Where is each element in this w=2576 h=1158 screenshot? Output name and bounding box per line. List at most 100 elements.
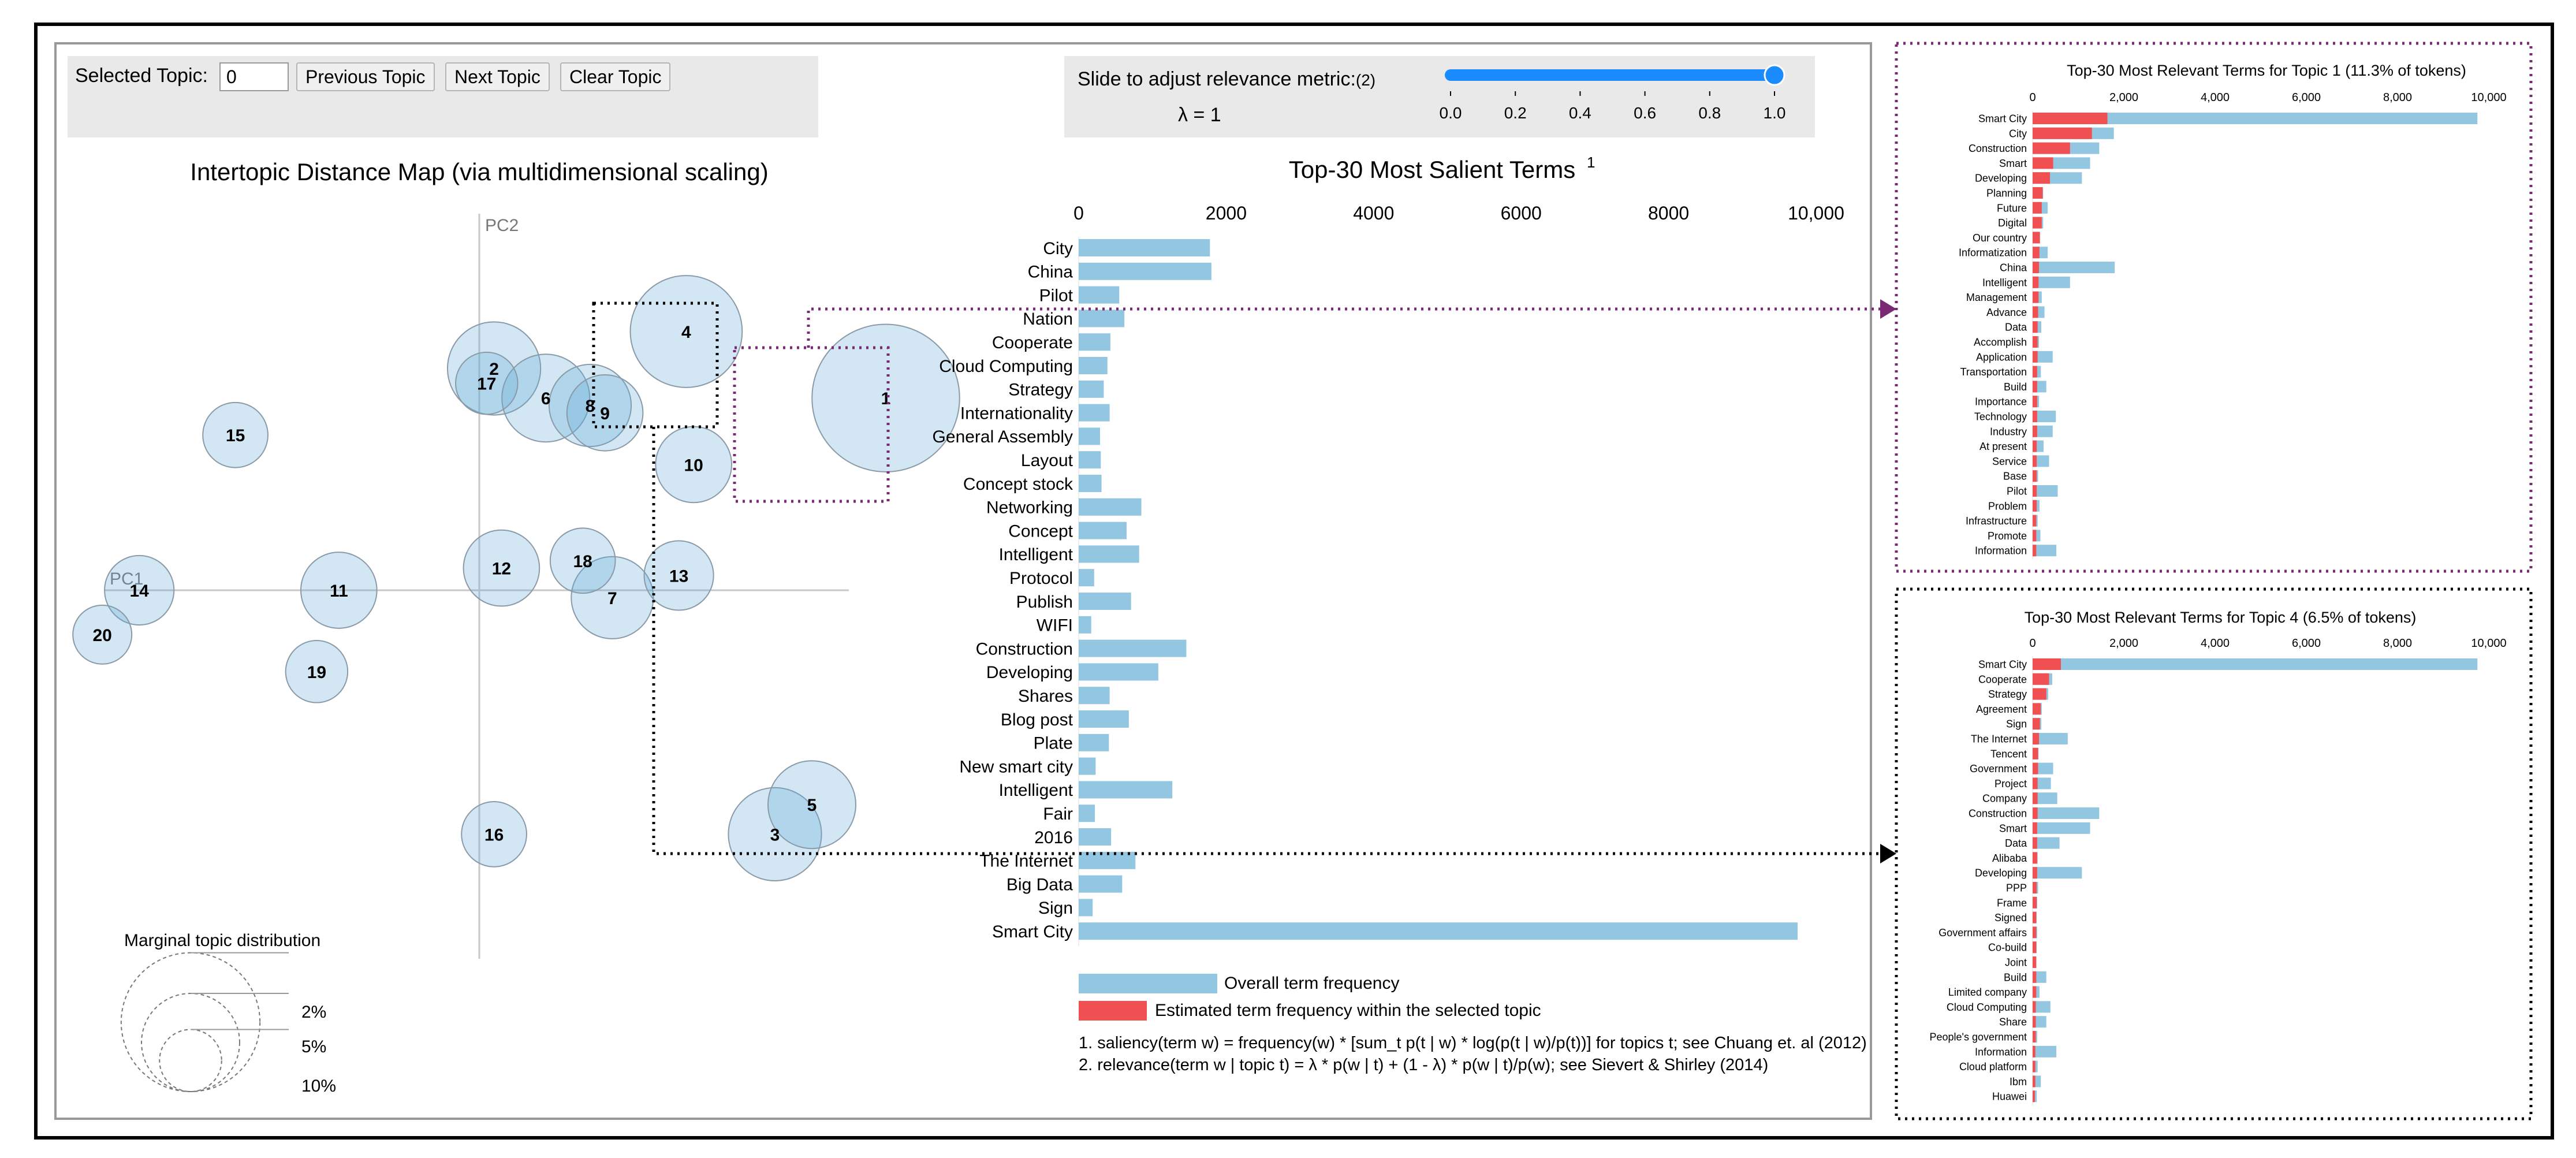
salient-overall-bar[interactable] xyxy=(1079,310,1125,327)
topic-circle-14[interactable] xyxy=(104,554,175,626)
topic4-topic-bar[interactable] xyxy=(2033,792,2038,805)
topic4-topic-bar[interactable] xyxy=(2033,837,2037,849)
topic1-topic-bar[interactable] xyxy=(2033,530,2037,542)
salient-overall-bar[interactable] xyxy=(1079,663,1158,681)
topic4-topic-bar[interactable] xyxy=(2033,911,2037,924)
topic4-topic-bar[interactable] xyxy=(2033,926,2037,939)
topic4-overall-bar[interactable] xyxy=(2033,822,2090,834)
topic4-topic-bar[interactable] xyxy=(2033,1031,2036,1042)
topic1-topic-bar[interactable] xyxy=(2033,381,2037,393)
salient-overall-bar[interactable] xyxy=(1079,593,1131,610)
topic1-topic-bar[interactable] xyxy=(2033,500,2037,512)
topic4-topic-bar[interactable] xyxy=(2033,822,2037,834)
topic1-topic-bar[interactable] xyxy=(2033,262,2040,273)
topic4-topic-bar[interactable] xyxy=(2033,941,2037,954)
topic4-topic-bar[interactable] xyxy=(2033,1016,2036,1028)
topic1-overall-bar[interactable] xyxy=(2033,425,2053,437)
salient-overall-bar[interactable] xyxy=(1079,333,1110,351)
topic-circle-5[interactable] xyxy=(767,760,856,850)
previous-topic-button[interactable]: Previous Topic xyxy=(296,62,435,91)
salient-overall-bar[interactable] xyxy=(1079,569,1094,587)
topic-circle-20[interactable] xyxy=(72,604,133,665)
topic4-topic-bar[interactable] xyxy=(2033,1001,2036,1013)
topic4-overall-bar[interactable] xyxy=(2033,792,2057,805)
salient-overall-bar[interactable] xyxy=(1079,239,1210,256)
topic-circle-1[interactable] xyxy=(811,323,960,472)
salient-overall-bar[interactable] xyxy=(1079,805,1095,822)
next-topic-button[interactable]: Next Topic xyxy=(445,62,550,91)
topic4-topic-bar[interactable] xyxy=(2033,896,2037,908)
salient-overall-bar[interactable] xyxy=(1079,733,1109,751)
topic4-overall-bar[interactable] xyxy=(2033,658,2478,670)
topic-circle-12[interactable] xyxy=(463,529,540,607)
salient-overall-bar[interactable] xyxy=(1079,828,1112,846)
topic1-topic-bar[interactable] xyxy=(2033,545,2037,557)
topic-circle-18[interactable] xyxy=(549,527,616,594)
topic1-overall-bar[interactable] xyxy=(2033,411,2056,422)
topic4-topic-bar[interactable] xyxy=(2033,658,2061,670)
salient-overall-bar[interactable] xyxy=(1079,710,1129,728)
topic1-topic-bar[interactable] xyxy=(2033,142,2070,154)
topic4-topic-bar[interactable] xyxy=(2033,703,2041,715)
topic1-topic-bar[interactable] xyxy=(2033,172,2051,184)
salient-overall-bar[interactable] xyxy=(1079,451,1101,469)
topic1-overall-bar[interactable] xyxy=(2033,276,2070,288)
topic1-topic-bar[interactable] xyxy=(2033,232,2040,244)
topic4-topic-bar[interactable] xyxy=(2033,1060,2036,1073)
topic4-topic-bar[interactable] xyxy=(2033,747,2038,759)
topic4-topic-bar[interactable] xyxy=(2033,1090,2035,1103)
topic1-topic-bar[interactable] xyxy=(2033,515,2037,527)
topic4-topic-bar[interactable] xyxy=(2033,807,2038,819)
topic4-topic-bar[interactable] xyxy=(2033,673,2049,685)
salient-overall-bar[interactable] xyxy=(1079,357,1108,374)
topic1-topic-bar[interactable] xyxy=(2033,247,2040,259)
topic4-topic-bar[interactable] xyxy=(2033,956,2037,968)
topic-circle-19[interactable] xyxy=(285,640,349,703)
salient-overall-bar[interactable] xyxy=(1079,687,1110,705)
topic-circle-16[interactable] xyxy=(461,801,527,867)
salient-overall-bar[interactable] xyxy=(1079,639,1187,657)
topic4-topic-bar[interactable] xyxy=(2033,762,2038,775)
topic-circle-9[interactable] xyxy=(566,374,644,452)
topic4-topic-bar[interactable] xyxy=(2033,777,2038,790)
salient-overall-bar[interactable] xyxy=(1079,875,1123,893)
topic-circle-13[interactable] xyxy=(643,540,714,611)
topic1-topic-bar[interactable] xyxy=(2033,321,2038,333)
topic1-topic-bar[interactable] xyxy=(2033,411,2037,422)
topic1-topic-bar[interactable] xyxy=(2033,396,2037,408)
topic4-topic-bar[interactable] xyxy=(2033,852,2037,864)
topic1-topic-bar[interactable] xyxy=(2033,217,2042,229)
topic1-topic-bar[interactable] xyxy=(2033,485,2037,497)
topic1-overall-bar[interactable] xyxy=(2033,262,2115,273)
topic1-topic-bar[interactable] xyxy=(2033,291,2039,303)
topic1-topic-bar[interactable] xyxy=(2033,306,2038,318)
selected-topic-input[interactable]: 0 xyxy=(219,62,289,91)
salient-overall-bar[interactable] xyxy=(1079,380,1104,398)
relevance-slider-handle[interactable] xyxy=(1764,64,1785,86)
topic1-topic-bar[interactable] xyxy=(2033,157,2053,169)
topic1-topic-bar[interactable] xyxy=(2033,127,2092,139)
topic1-overall-bar[interactable] xyxy=(2033,485,2058,497)
topic4-topic-bar[interactable] xyxy=(2033,718,2040,730)
topic4-topic-bar[interactable] xyxy=(2033,688,2046,700)
topic4-topic-bar[interactable] xyxy=(2033,1075,2036,1088)
topic-circle-7[interactable] xyxy=(571,556,654,639)
topic1-overall-bar[interactable] xyxy=(2033,545,2057,557)
topic1-topic-bar[interactable] xyxy=(2033,470,2037,482)
topic4-overall-bar[interactable] xyxy=(2033,1016,2046,1028)
topic1-topic-bar[interactable] xyxy=(2033,366,2037,378)
topic4-overall-bar[interactable] xyxy=(2033,1045,2057,1058)
salient-overall-bar[interactable] xyxy=(1079,757,1096,775)
topic1-topic-bar[interactable] xyxy=(2033,336,2038,348)
topic4-overall-bar[interactable] xyxy=(2033,837,2060,849)
topic-circle-11[interactable] xyxy=(300,552,378,629)
salient-overall-bar[interactable] xyxy=(1079,522,1127,539)
topic4-topic-bar[interactable] xyxy=(2033,971,2037,983)
topic1-overall-bar[interactable] xyxy=(2033,113,2478,124)
topic1-topic-bar[interactable] xyxy=(2033,351,2038,363)
salient-overall-bar[interactable] xyxy=(1079,781,1173,799)
topic4-topic-bar[interactable] xyxy=(2033,1045,2036,1058)
topic1-topic-bar[interactable] xyxy=(2033,113,2108,124)
topic-circle-15[interactable] xyxy=(202,401,269,468)
salient-overall-bar[interactable] xyxy=(1079,475,1102,492)
